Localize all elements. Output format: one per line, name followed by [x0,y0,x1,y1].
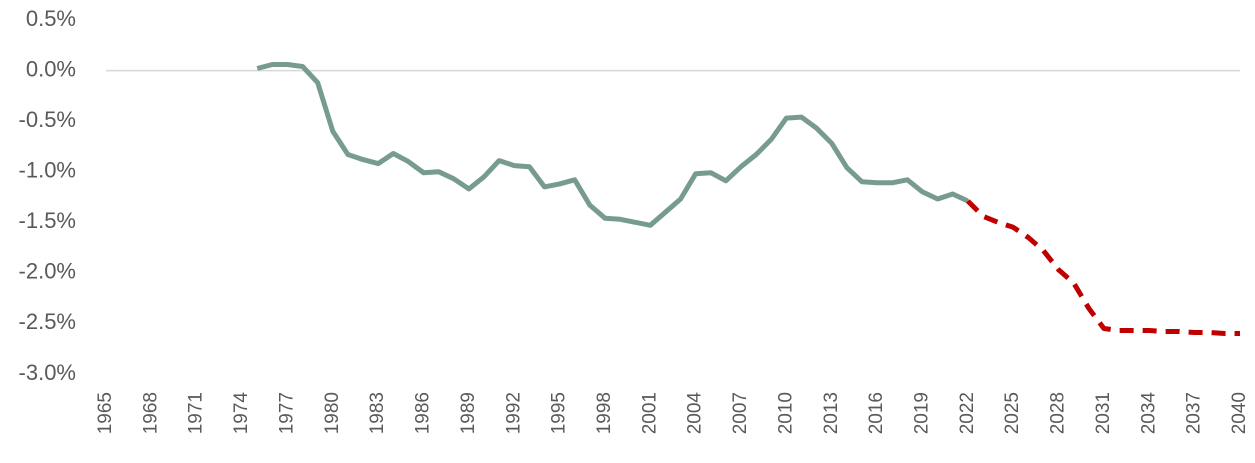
x-tick-label: 2028 [1048,392,1069,434]
x-tick-label: 2040 [1229,392,1250,434]
x-tick-label: 1995 [549,392,570,434]
y-tick-label: -3.0% [19,360,76,385]
x-tick-label: 2034 [1138,392,1159,435]
x-tick-label: 1983 [367,392,388,434]
x-tick-label: 2004 [685,392,706,435]
x-tick-label: 2013 [821,392,842,434]
y-tick-label: 0.5% [26,6,76,31]
y-tick-label: 0.0% [26,56,76,81]
y-tick-label: -1.0% [19,158,76,183]
x-tick-label: 2025 [1002,392,1023,434]
x-tick-label: 1989 [458,392,479,434]
y-tick-label: -0.5% [19,107,76,132]
x-tick-label: 2001 [639,392,660,434]
y-tick-label: -2.5% [19,309,76,334]
y-tick-label: -2.0% [19,259,76,284]
x-tick-label: 1965 [95,392,116,434]
x-tick-label: 1980 [322,392,343,434]
x-tick-label: 2007 [730,392,751,434]
x-tick-label: 2010 [775,392,796,434]
x-tick-label: 1986 [413,392,434,434]
x-tick-label: 1977 [276,392,297,434]
x-tick-label: 1974 [231,392,252,435]
x-tick-label: 1992 [503,392,524,434]
data-line [966,199,1240,336]
x-tick-label: 1968 [140,392,161,434]
y-tick-label: -1.5% [19,208,76,233]
x-tick-label: 1998 [594,392,615,434]
x-tick-label: 2022 [957,392,978,434]
x-tick-label: 2019 [911,392,932,434]
x-tick-label: 2037 [1184,392,1205,434]
x-tick-label: 2031 [1093,392,1114,434]
data-line [256,62,969,228]
x-tick-label: 1971 [186,392,207,434]
x-tick-label: 2016 [866,392,887,434]
